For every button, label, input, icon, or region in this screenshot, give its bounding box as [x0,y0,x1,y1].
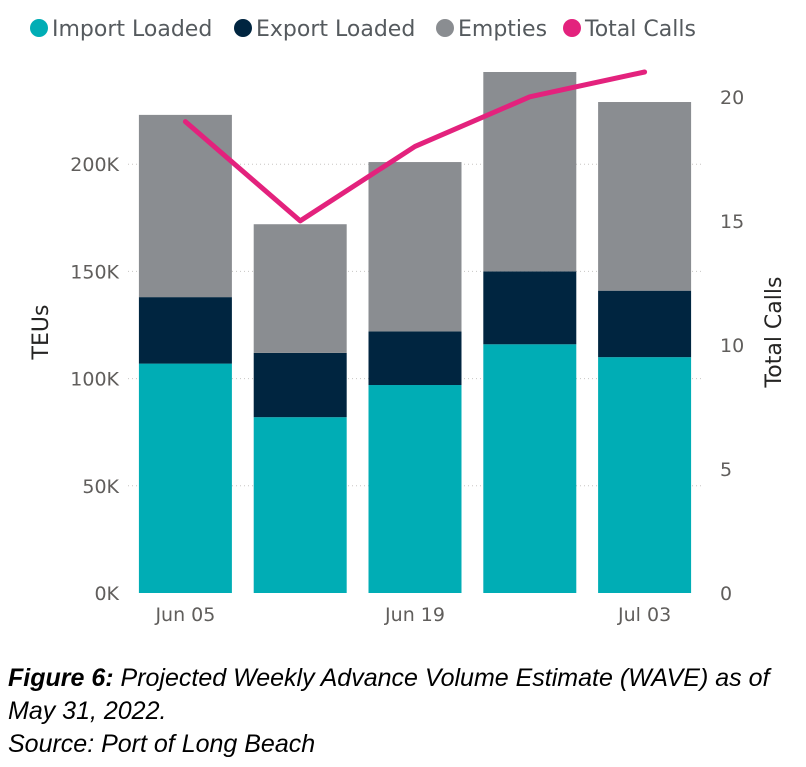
y2-tick-label: 15 [720,211,744,233]
y-tick-label: 150K [70,261,119,283]
legend-label: Total Calls [584,17,696,42]
figure-label: Figure 6: [8,664,114,692]
bar-export-loaded [138,297,232,364]
legend-item-import-loaded: Import Loaded [30,17,212,42]
x-tick-label: Jun 19 [384,604,445,626]
legend-label: Export Loaded [256,17,415,42]
figure-caption: Figure 6: Projected Weekly Advance Volum… [8,662,798,761]
bar-empties [598,102,692,291]
bar-empties [253,224,347,353]
bar-import-loaded [253,417,347,593]
x-axis: Jun 05 Jun 19 Jul 03 [154,604,671,626]
y2-tick-label: 20 [720,87,744,109]
bar-export-loaded [253,352,347,418]
bar-import-loaded [368,385,462,593]
caption-title: Projected Weekly Advance Volume Estimate… [8,664,770,725]
legend-marker [436,19,454,37]
y-axis-right: 0 5 10 15 20 [720,87,744,605]
bars [138,72,692,593]
y2-tick-label: 10 [720,335,744,357]
legend-marker [30,19,48,37]
total-calls-line [182,69,648,224]
y-axis-left: 0K 50K 100K 150K 200K [70,154,119,605]
y2-axis-title: Total Calls [762,277,787,389]
y-axis-title: TEUs [29,305,54,361]
bar-import-loaded [138,363,232,593]
legend-item-empties: Empties [436,17,547,42]
legend-item-total-calls: Total Calls [563,17,696,42]
y2-tick-label: 5 [720,459,732,481]
y-tick-label: 200K [70,154,119,176]
y2-tick-label: 0 [720,583,732,605]
bar-export-loaded [368,331,462,386]
x-tick-label: Jul 03 [617,604,671,626]
caption-title-line: Figure 6: Projected Weekly Advance Volum… [8,662,798,728]
bar-import-loaded [598,357,692,593]
legend-label: Import Loaded [52,17,212,42]
x-tick-label: Jun 05 [154,604,215,626]
legend-item-export-loaded: Export Loaded [234,17,415,42]
bar-export-loaded [598,290,692,358]
bar-export-loaded [483,271,577,345]
line-total-calls [182,69,648,224]
chart: Import Loaded Export Loaded Empties Total C… [29,17,787,626]
legend: Import Loaded Export Loaded Empties Total C… [30,17,696,42]
y-tick-label: 100K [70,369,119,391]
legend-marker [563,19,581,37]
y-tick-label: 0K [94,583,119,605]
y-tick-label: 50K [82,476,119,498]
bar-import-loaded [483,344,577,593]
bar-empties [483,72,577,272]
caption-source: Source: Port of Long Beach [8,730,316,758]
legend-marker [234,19,252,37]
bar-empties [368,162,462,332]
legend-label: Empties [458,17,547,42]
bar-empties [138,114,232,298]
